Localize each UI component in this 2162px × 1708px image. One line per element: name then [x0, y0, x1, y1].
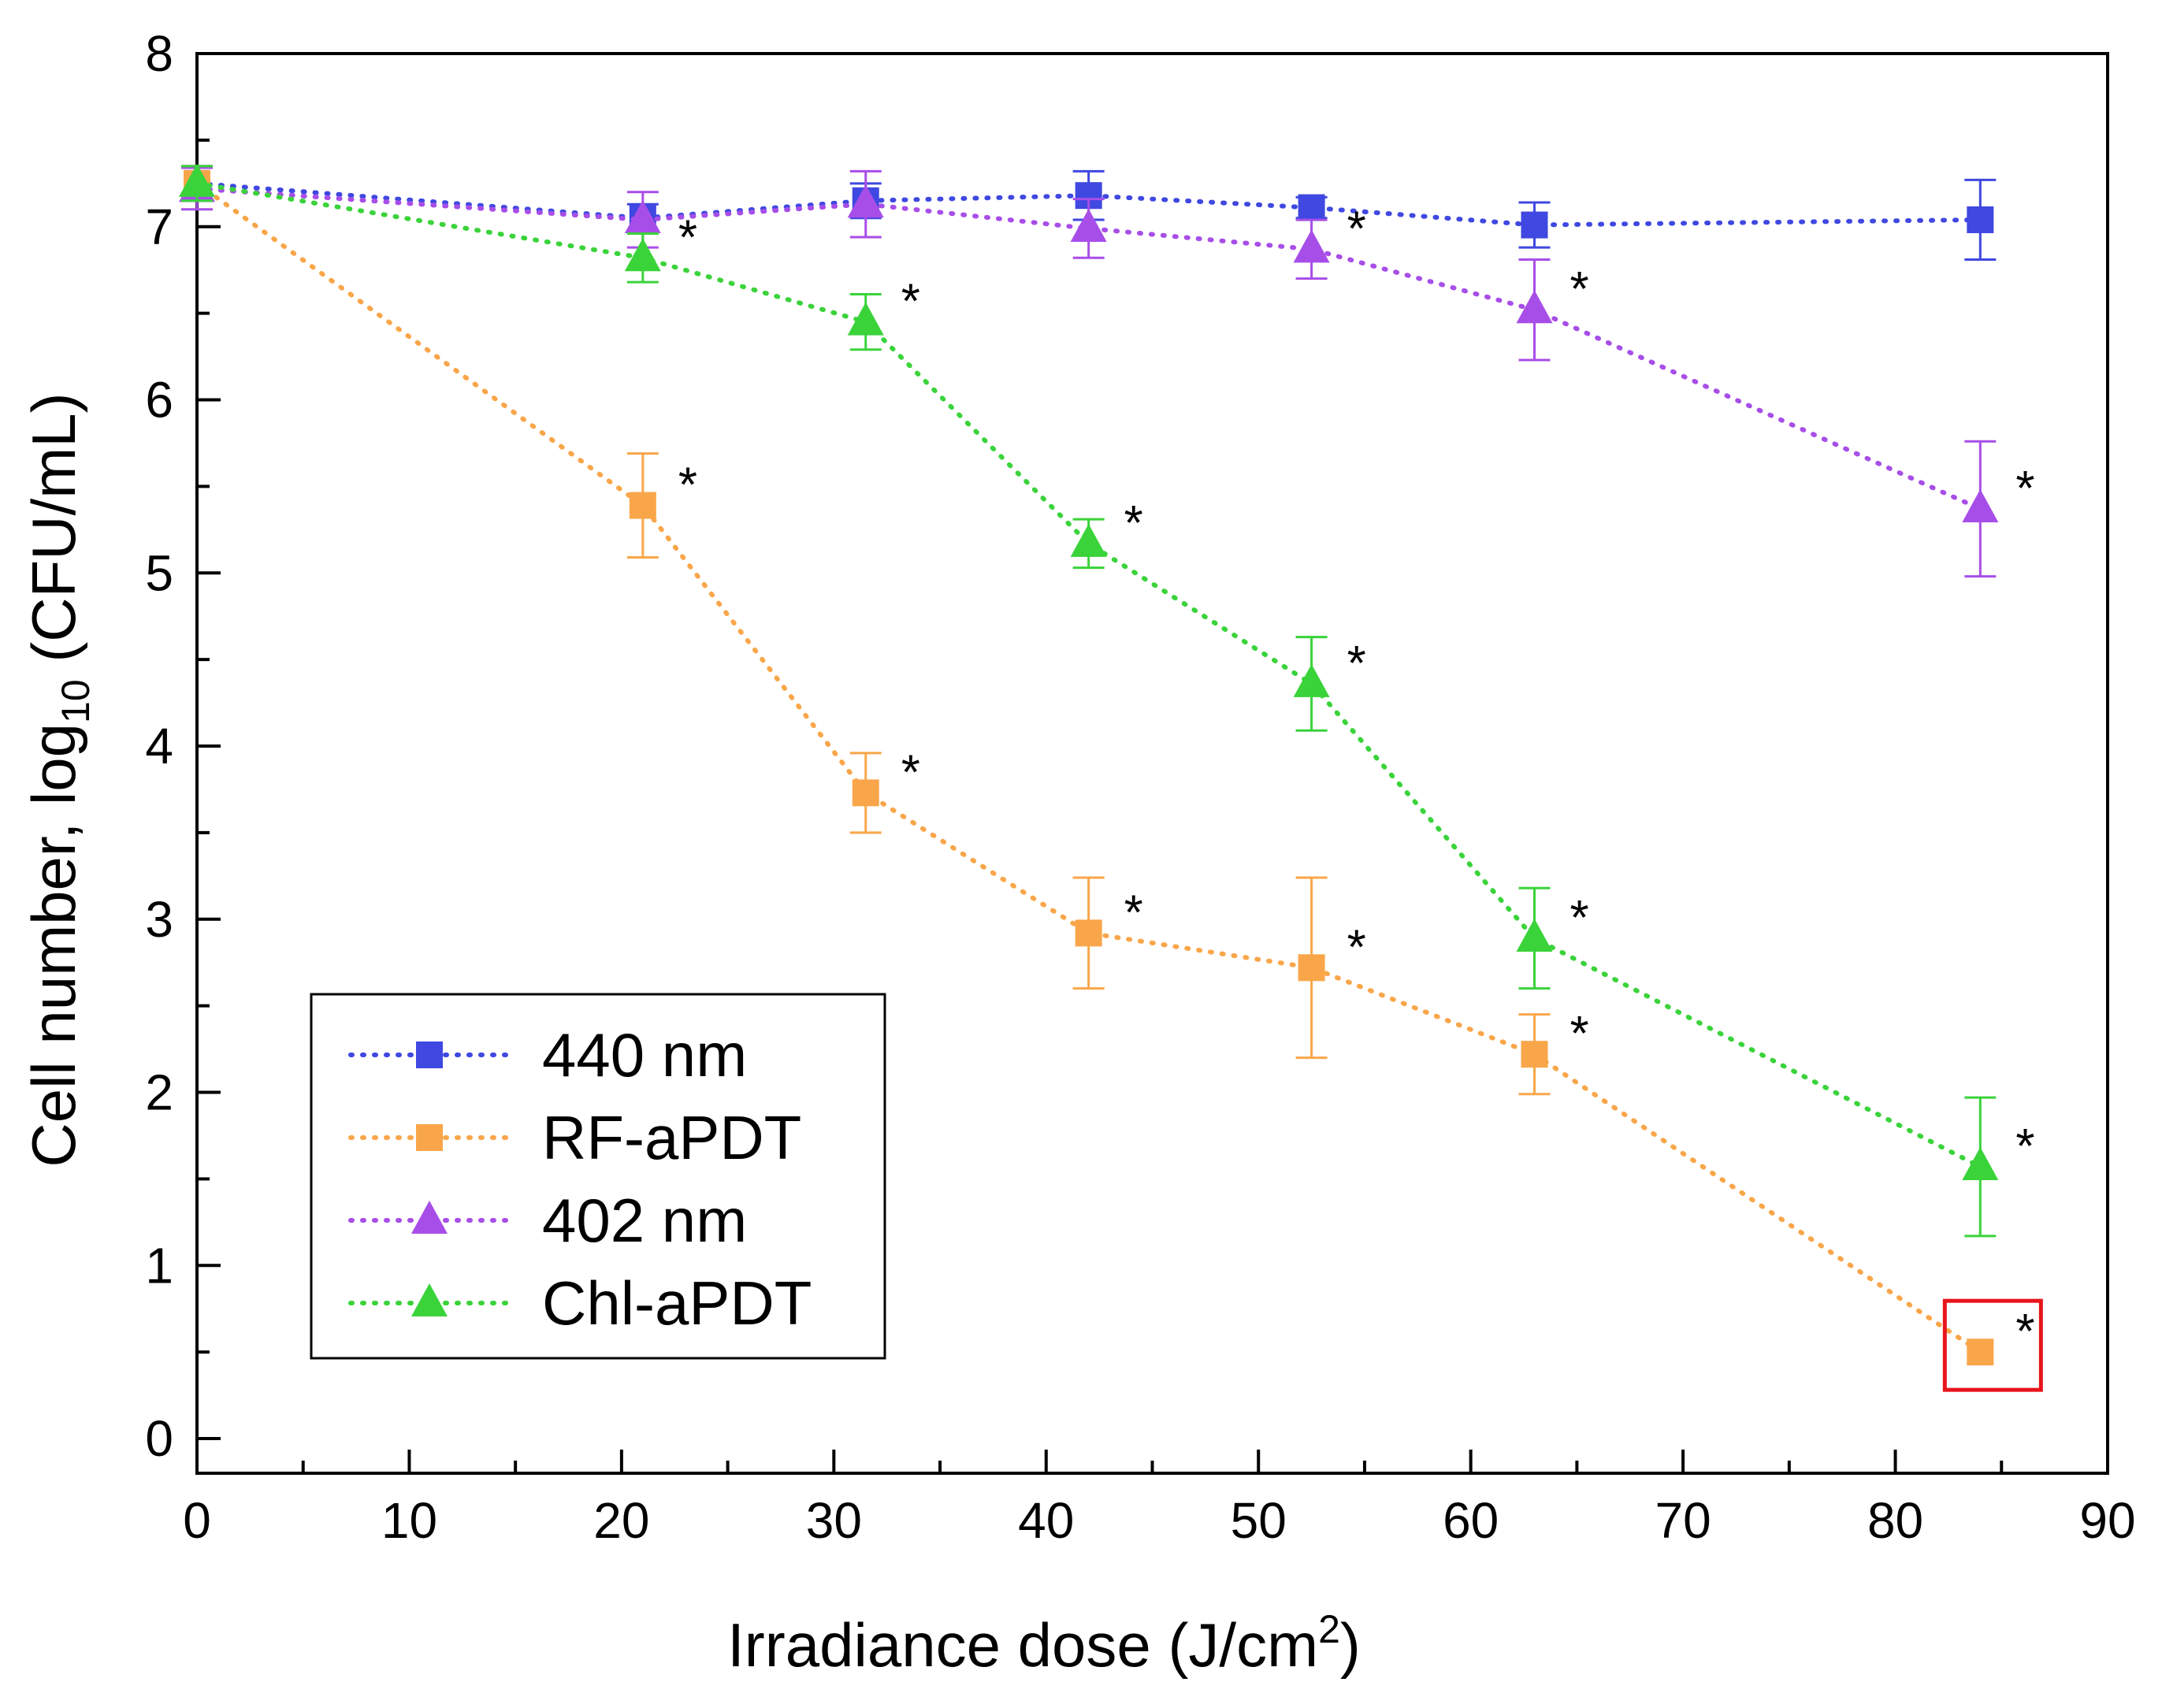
- x-axis-label: Irradiance dose (J/cm2): [727, 1607, 1361, 1680]
- data-point: [624, 199, 661, 233]
- x-tick-label: 50: [1231, 1492, 1287, 1549]
- series-group: * * * * * * * * * * * * * * *: [179, 163, 2043, 1392]
- data-point: [1521, 211, 1548, 239]
- highlight-box: [1942, 1298, 2043, 1392]
- legend-label: 402 nm: [542, 1186, 747, 1255]
- data-point: [624, 238, 661, 272]
- data-point: [179, 163, 215, 197]
- data-point: [1967, 1339, 1994, 1366]
- axes: 0 10 20 30 40 50 60 70 80 90 0 1 2 3 4 5 6 7 8: [145, 25, 2135, 1549]
- data-point: [1962, 1147, 1999, 1181]
- legend-box: [310, 993, 886, 1360]
- data-point: [1070, 208, 1107, 242]
- x-tick-label: 90: [2079, 1492, 2135, 1549]
- significance-asterisk: *: [1347, 637, 1366, 691]
- y-tick-label: 4: [145, 718, 173, 774]
- x-tick-label: 70: [1655, 1492, 1711, 1549]
- x-tick-label: 20: [593, 1492, 649, 1549]
- data-point: [852, 779, 879, 807]
- significance-asterisk: *: [1124, 886, 1143, 940]
- significance-asterisk: *: [901, 745, 920, 800]
- significance-asterisk: *: [1570, 262, 1589, 317]
- legend-label: RF-aPDT: [542, 1103, 801, 1172]
- x-tick-label: 80: [1867, 1492, 1923, 1549]
- y-tick-label: 0: [145, 1410, 173, 1467]
- significance-asterisk: *: [2015, 462, 2034, 516]
- data-point: [1967, 206, 1994, 233]
- legend-marker: [411, 1283, 448, 1316]
- data-point: [1298, 954, 1325, 982]
- data-point: [629, 492, 656, 519]
- data-point: [1516, 290, 1553, 324]
- legend-marker: [416, 1042, 443, 1068]
- y-tick-label: 1: [145, 1237, 173, 1294]
- y-tick-label: 2: [145, 1064, 173, 1121]
- data-point: [1298, 194, 1325, 221]
- significance-asterisk: *: [1124, 496, 1143, 551]
- series-chl-apdt: * * * * * *: [179, 163, 2034, 1238]
- significance-asterisk: *: [2015, 1305, 2034, 1359]
- legend-label: 440 nm: [542, 1020, 747, 1090]
- legend-marker: [416, 1124, 443, 1151]
- data-point: [1293, 229, 1330, 263]
- legend: 440 nm RF-aPDT 402 nm Chl-aPDT: [310, 993, 886, 1360]
- data-point: [1516, 918, 1553, 952]
- data-point: [1521, 1041, 1548, 1068]
- y-tick-label: 6: [145, 372, 173, 429]
- legend-marker: [411, 1201, 448, 1234]
- significance-asterisk: *: [1347, 202, 1366, 256]
- y-tick-label: 7: [145, 199, 173, 255]
- y-tick-label: 5: [145, 544, 173, 601]
- significance-asterisk: *: [1570, 891, 1589, 945]
- y-axis-label: Cell number, log10 (CFU/mL): [19, 392, 98, 1167]
- x-tick-label: 40: [1018, 1492, 1074, 1549]
- x-tick-label: 30: [806, 1492, 862, 1549]
- x-tick-label: 0: [183, 1492, 211, 1549]
- significance-asterisk: *: [678, 459, 697, 513]
- data-point: [1293, 663, 1330, 697]
- series-402-nm: * * *: [179, 166, 2034, 578]
- data-point: [1962, 488, 1999, 522]
- data-point: [1075, 919, 1102, 947]
- data-point: [1070, 523, 1107, 557]
- significance-asterisk: *: [1347, 920, 1366, 975]
- data-point: [847, 184, 884, 218]
- x-tick-label: 10: [381, 1492, 437, 1549]
- y-tick-label: 8: [145, 25, 173, 82]
- significance-asterisk: *: [678, 210, 697, 265]
- significance-asterisk: *: [1570, 1007, 1589, 1061]
- data-point: [847, 302, 884, 336]
- x-tick-label: 60: [1443, 1492, 1499, 1549]
- y-tick-label: 3: [145, 891, 173, 948]
- significance-asterisk: *: [901, 275, 920, 329]
- legend-label: Chl-aPDT: [542, 1268, 812, 1338]
- significance-asterisk: *: [2015, 1119, 2034, 1174]
